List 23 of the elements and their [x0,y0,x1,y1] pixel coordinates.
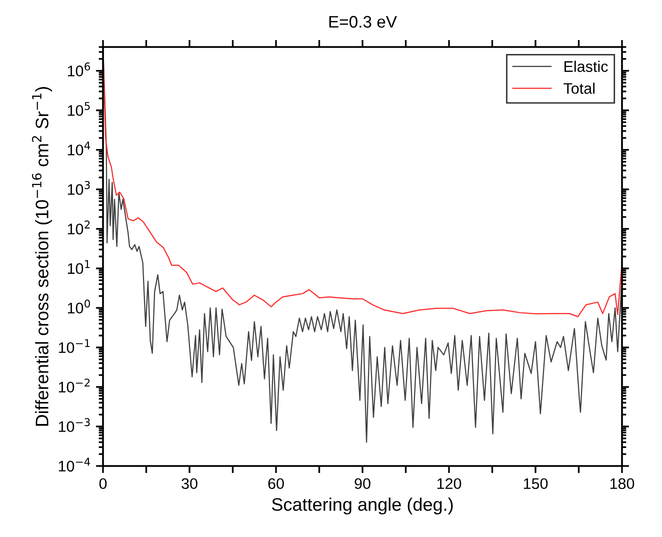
legend-label: Total [564,82,594,94]
legend-label: Elastic [564,60,608,72]
y-tick-label: 10$^{−3}$ [58,418,90,432]
x-tick-label: 120 [437,478,462,490]
chart-title: E=0.3 eV [329,16,397,28]
y-tick-label: 10$^{6}$ [68,62,90,76]
x-tick-label: 90 [354,478,370,490]
y-tick-label: 10$^{5}$ [68,102,90,116]
y-tick-label: 10$^{1}$ [68,260,90,274]
x-axis-title: Scattering angle (deg.) [272,498,453,514]
x-tick-label: 60 [268,478,284,490]
x-tick-label: 0 [99,478,107,490]
y-tick-label: 10$^{4}$ [68,142,90,156]
y-tick-label: 10$^{3}$ [68,180,90,195]
y-tick-label: 10$^{2}$ [68,220,90,234]
y-tick-label: 10$^{−1}$ [58,339,90,354]
y-axis-title: Differential cross section (10$^{−16}$ cm$^{2}$ Sr$^{−1}$) [32,87,52,426]
y-tick-label: 10$^{−4}$ [58,458,90,472]
y-tick-label: 10$^{0}$ [68,300,90,314]
y-tick-label: 10$^{−2}$ [58,378,90,393]
x-tick-label: 30 [182,478,198,490]
x-tick-label: 150 [524,478,548,490]
x-tick-label: 180 [610,478,634,490]
